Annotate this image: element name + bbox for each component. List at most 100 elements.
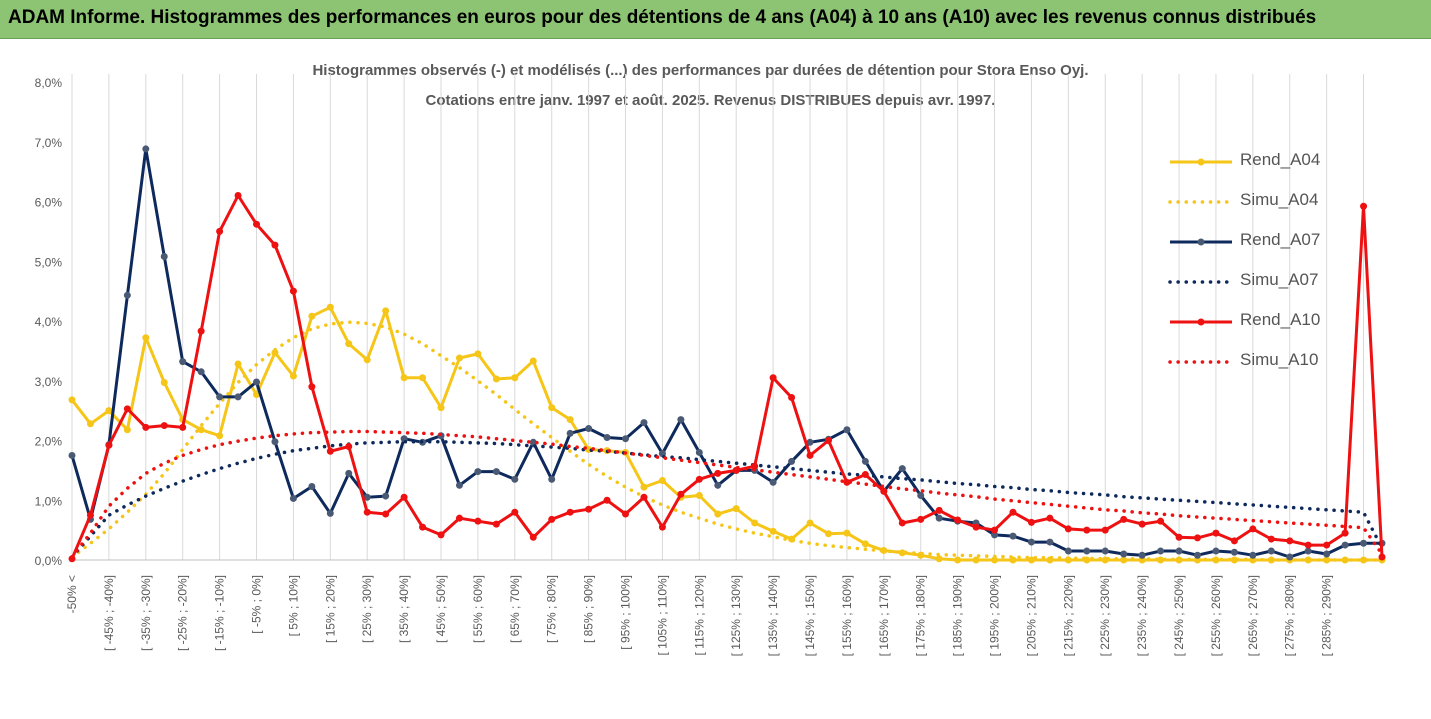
legend-marker [1197,158,1205,166]
x-tick-label: [ 45% ; 50%] [434,575,448,643]
data-point [382,492,390,500]
data-point [1027,538,1035,546]
series-line-simu-a04 [70,320,1384,562]
legend-swatch [1168,200,1234,204]
data-point [1175,547,1183,555]
data-point [1341,529,1349,537]
x-tick-label: [ 135% ; 140%] [766,575,780,656]
chart-legend: Rend_A04 Simu_A04 Rend_A07 Simu_A07 Rend_A10… [1160,140,1350,390]
data-point [603,434,611,442]
data-point [474,517,482,525]
data-point [861,457,869,465]
data-point [1230,537,1238,545]
data-point [216,432,224,440]
data-point [363,493,371,501]
data-point [603,496,611,504]
data-point [880,487,888,495]
legend-label: Rend_A10 [1240,310,1321,329]
x-tick-label: [ 125% ; 130%] [729,575,743,656]
data-point [695,448,703,456]
data-point [843,426,851,434]
y-axis-ticks: 0,0% 1,0% 2,0% 3,0% 4,0% 5,0% 6,0% 7,0% 8,0% [35,76,63,568]
x-axis-ticks: -50% < [ -45% ; -40%] [ -35% ; -30%] [ -25%… [65,575,1334,656]
legend-item-rend-a04: Rend_A04 [1160,150,1350,180]
legend-item-simu-a10: Simu_A10 [1160,350,1350,380]
legend-item-rend-a10: Rend_A10 [1160,310,1350,340]
data-point [806,451,814,459]
data-point [935,506,943,514]
data-point [622,510,630,518]
data-point [658,477,666,485]
data-point [695,491,703,499]
data-point [1009,508,1017,516]
data-point [308,383,316,391]
data-point [345,340,353,348]
y-tick-label: 6,0% [35,196,63,210]
data-point [1249,551,1257,559]
data-point [455,514,463,522]
chart-title: Histogrammes observés (-) et modélisés (… [312,62,1089,79]
legend-item-rend-a07: Rend_A07 [1160,230,1350,260]
data-point [640,493,648,501]
data-point [474,468,482,476]
data-point [548,404,556,412]
data-point [751,519,759,527]
data-point [898,519,906,527]
data-point [437,531,445,539]
data-point [1304,541,1312,549]
data-point [1138,520,1146,528]
data-point [1027,518,1035,526]
data-point [197,327,205,335]
data-point [511,374,519,382]
data-point [437,404,445,412]
data-point [1286,537,1294,545]
data-point [548,515,556,523]
data-point [1027,556,1035,564]
data-point [1046,514,1054,522]
data-point [142,423,150,431]
x-tick-label: [ -25% ; -20%] [176,575,190,651]
data-point [179,423,187,431]
x-tick-label: [ 225% ; 230%] [1098,575,1112,656]
data-point [289,494,297,502]
data-point [732,505,740,513]
data-point [400,493,408,501]
y-tick-label: 2,0% [35,435,63,449]
gridlines [71,74,1382,561]
data-point [972,523,980,531]
data-point [640,483,648,491]
data-point [861,540,869,548]
data-point [1212,547,1220,555]
data-point [1064,525,1072,533]
x-tick-label: [ -15% ; -10%] [213,575,227,651]
data-point [123,426,131,434]
data-point [326,303,334,311]
y-tick-label: 4,0% [35,315,63,329]
data-point [234,192,242,200]
data-point [419,374,427,382]
data-point [1323,541,1331,549]
series-lines [68,145,1386,564]
data-point [1360,556,1368,564]
data-point [253,220,261,228]
legend-marker [1197,238,1205,246]
x-tick-label: [ 265% ; 270%] [1246,575,1260,656]
data-point [566,429,574,437]
y-tick-label: 5,0% [35,255,63,269]
data-point [824,530,832,538]
x-tick-label: [ 285% ; 290%] [1320,575,1334,656]
data-point [160,422,168,430]
data-point [216,227,224,235]
series-line-simu-a10 [70,429,1384,559]
x-tick-label: -50% < [65,575,79,613]
data-point [1083,547,1091,555]
data-point [234,360,242,368]
data-point [1120,550,1128,558]
data-point [1101,547,1109,555]
data-point [271,349,279,357]
data-point [806,438,814,446]
data-point [142,334,150,342]
data-point [917,515,925,523]
data-point [1230,556,1238,564]
data-point [566,416,574,424]
